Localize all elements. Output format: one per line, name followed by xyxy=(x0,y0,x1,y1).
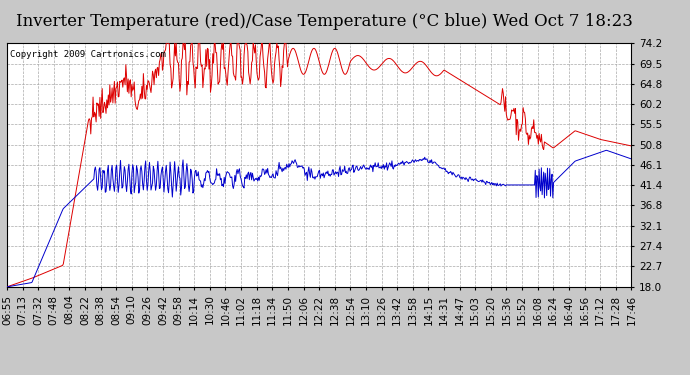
Text: Copyright 2009 Cartronics.com: Copyright 2009 Cartronics.com xyxy=(10,51,166,59)
Text: Inverter Temperature (red)/Case Temperature (°C blue) Wed Oct 7 18:23: Inverter Temperature (red)/Case Temperat… xyxy=(16,13,633,30)
